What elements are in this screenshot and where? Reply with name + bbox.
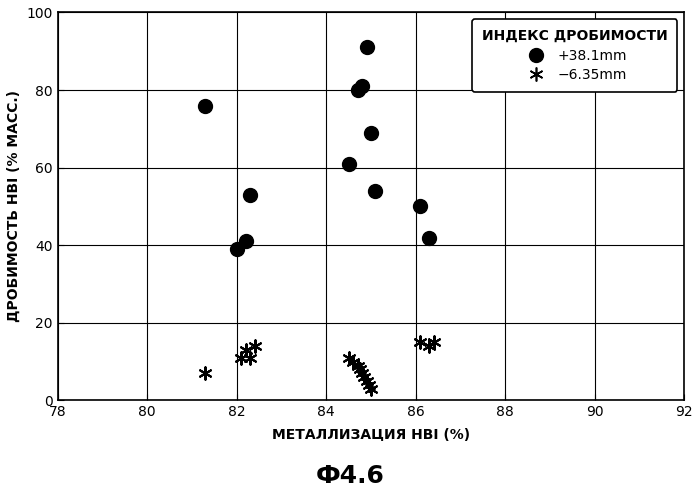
Text: Ф4.6: Ф4.6 [316, 464, 384, 488]
X-axis label: МЕТАЛЛИЗАЦИЯ HBI (%): МЕТАЛЛИЗАЦИЯ HBI (%) [272, 428, 470, 442]
Legend: +38.1mm, −6.35mm: +38.1mm, −6.35mm [472, 19, 678, 92]
Point [343, 354, 354, 362]
Point [356, 369, 368, 377]
Point [199, 102, 211, 109]
Point [347, 358, 358, 366]
Point [199, 369, 211, 377]
Point [358, 373, 370, 381]
Point [244, 354, 256, 362]
Point [240, 346, 251, 354]
Y-axis label: ДРОБИМОСТЬ HBI (% МАСС.): ДРОБИМОСТЬ HBI (% МАСС.) [7, 91, 21, 322]
Point [249, 342, 260, 350]
Point [352, 86, 363, 94]
Point [370, 187, 381, 195]
Point [414, 338, 426, 346]
Point [236, 354, 247, 362]
Point [352, 362, 363, 370]
Point [354, 365, 365, 373]
Point [365, 385, 377, 393]
Point [361, 43, 372, 51]
Point [356, 82, 368, 90]
Point [365, 129, 377, 137]
Point [240, 238, 251, 246]
Point [361, 377, 372, 385]
Point [414, 203, 426, 211]
Point [424, 342, 435, 350]
Point [244, 191, 256, 199]
Point [231, 245, 242, 253]
Point [363, 381, 374, 389]
Point [424, 234, 435, 242]
Point [428, 338, 439, 346]
Point [343, 160, 354, 168]
